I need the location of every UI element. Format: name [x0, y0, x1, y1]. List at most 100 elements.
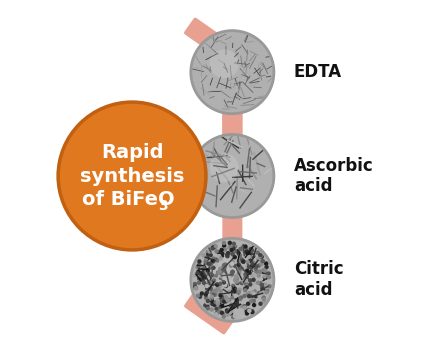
Point — [194, 293, 201, 298]
Point — [197, 270, 204, 276]
Text: 3: 3 — [158, 199, 167, 213]
Point — [244, 310, 250, 316]
Point — [261, 296, 268, 302]
Point — [226, 297, 233, 303]
Point — [200, 266, 207, 272]
Point — [217, 293, 224, 298]
Point — [234, 249, 241, 254]
Point — [216, 293, 222, 298]
Point — [193, 285, 199, 291]
Point — [250, 298, 257, 304]
Point — [199, 266, 206, 272]
Point — [203, 290, 210, 295]
Point — [204, 256, 211, 261]
Point — [248, 246, 254, 252]
Point — [226, 275, 233, 281]
Point — [212, 244, 219, 250]
Point — [216, 269, 223, 275]
Point — [238, 246, 245, 251]
Point — [238, 281, 245, 286]
Point — [238, 303, 245, 309]
Point — [236, 253, 243, 258]
Point — [224, 297, 231, 303]
Point — [215, 287, 222, 293]
Point — [197, 271, 204, 277]
Point — [194, 270, 201, 276]
Point — [227, 273, 234, 278]
Point — [203, 283, 210, 289]
Point — [212, 299, 219, 305]
Point — [242, 280, 249, 286]
Point — [248, 259, 255, 264]
Point — [208, 271, 215, 277]
Point — [212, 244, 219, 249]
Point — [236, 269, 243, 275]
Point — [202, 259, 209, 264]
Point — [225, 282, 232, 288]
Point — [239, 266, 245, 272]
Point — [219, 295, 226, 300]
Point — [192, 281, 199, 287]
Point — [248, 285, 255, 291]
Point — [208, 296, 215, 301]
Point — [199, 272, 205, 277]
Point — [262, 268, 269, 273]
Point — [208, 262, 215, 268]
Point — [223, 272, 230, 278]
Point — [204, 249, 211, 255]
Point — [247, 250, 253, 256]
Circle shape — [210, 49, 239, 78]
Point — [251, 288, 258, 293]
Point — [233, 276, 240, 282]
Point — [236, 296, 243, 302]
Point — [204, 252, 211, 257]
Point — [243, 278, 250, 283]
Point — [231, 248, 238, 254]
Point — [221, 299, 227, 304]
Text: of BiFeO: of BiFeO — [82, 190, 175, 209]
Point — [252, 294, 259, 299]
Point — [209, 298, 216, 304]
Point — [249, 273, 256, 278]
Point — [219, 299, 226, 304]
Point — [249, 309, 256, 315]
Point — [259, 283, 266, 289]
Point — [218, 256, 225, 261]
Point — [237, 246, 244, 252]
Point — [256, 263, 262, 269]
Point — [205, 302, 212, 307]
Point — [208, 290, 215, 295]
Point — [230, 246, 237, 251]
Point — [192, 284, 199, 290]
Point — [256, 273, 262, 278]
Point — [202, 292, 209, 297]
Point — [242, 254, 249, 260]
Ellipse shape — [58, 102, 206, 250]
Point — [222, 262, 229, 268]
Point — [240, 259, 247, 264]
Text: Rapid: Rapid — [101, 143, 163, 162]
Point — [257, 253, 264, 258]
Circle shape — [191, 134, 274, 218]
Point — [253, 269, 260, 275]
Point — [245, 307, 252, 313]
Point — [241, 293, 248, 299]
Point — [227, 310, 234, 316]
Point — [228, 306, 235, 312]
Point — [259, 285, 265, 291]
Point — [196, 263, 202, 268]
Point — [219, 303, 226, 308]
Point — [217, 300, 224, 305]
Point — [224, 309, 231, 314]
Point — [196, 259, 203, 264]
Point — [250, 277, 257, 283]
Point — [249, 308, 256, 314]
Point — [244, 244, 251, 249]
FancyBboxPatch shape — [222, 108, 242, 140]
Point — [251, 260, 258, 266]
Point — [260, 288, 267, 294]
Point — [233, 293, 239, 298]
Point — [203, 275, 210, 280]
Point — [206, 275, 213, 281]
Point — [241, 244, 248, 250]
